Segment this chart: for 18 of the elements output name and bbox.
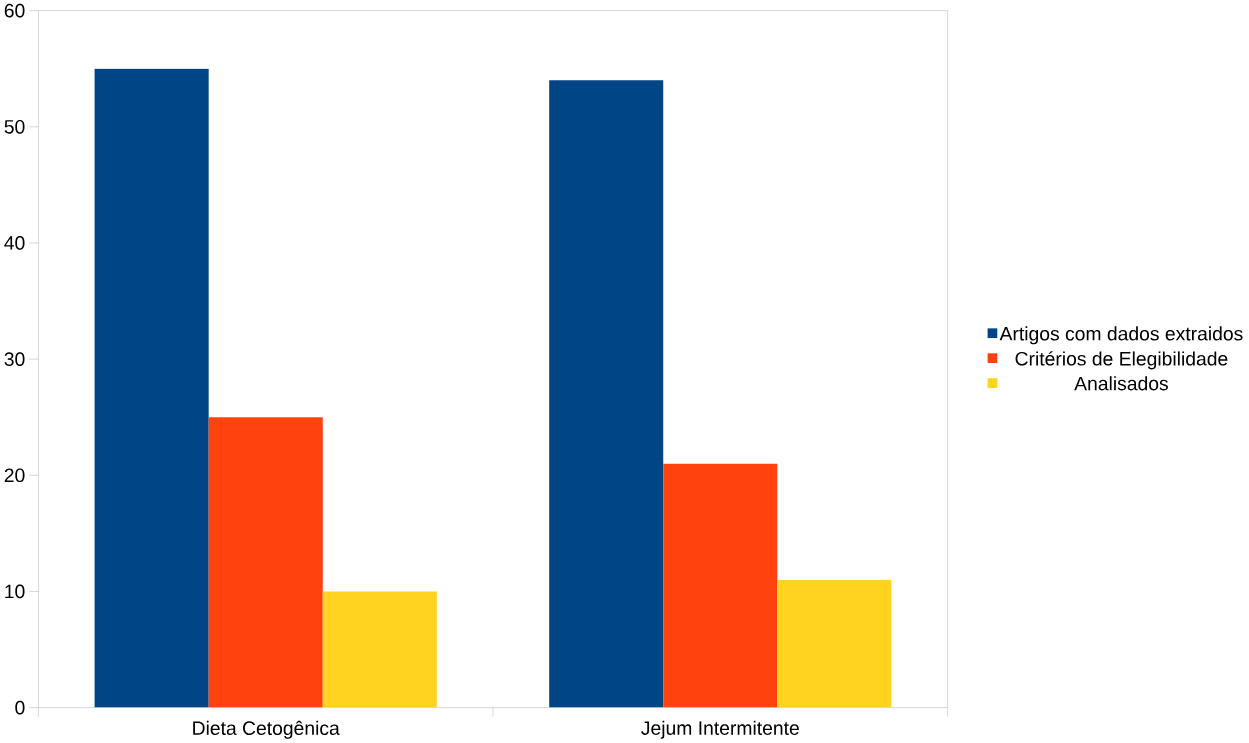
y-tick-label: 10: [5, 584, 25, 599]
legend-label: Artigos com dados extraidos: [999, 326, 1243, 345]
bar: [208, 417, 323, 708]
y-tick-label: 0: [15, 700, 25, 715]
y-tick-label: 60: [4, 3, 25, 18]
legend-label: Critérios de Elegibilidade: [1015, 351, 1228, 370]
y-tick-label: 40: [4, 236, 25, 250]
y-tick-label: 30: [4, 352, 25, 367]
bar: [94, 68, 209, 708]
x-tick-label: Dieta Cetogênica: [193, 720, 340, 740]
x-tick-label: Jejum Intermitente: [641, 720, 799, 739]
bar: [549, 80, 664, 708]
y-tick-label: 50: [4, 120, 25, 134]
text: Analisados: [1074, 376, 1168, 391]
bar: [663, 463, 778, 708]
bar: [777, 580, 892, 708]
y-tick-label: 20: [4, 468, 25, 483]
bar: [322, 591, 437, 708]
